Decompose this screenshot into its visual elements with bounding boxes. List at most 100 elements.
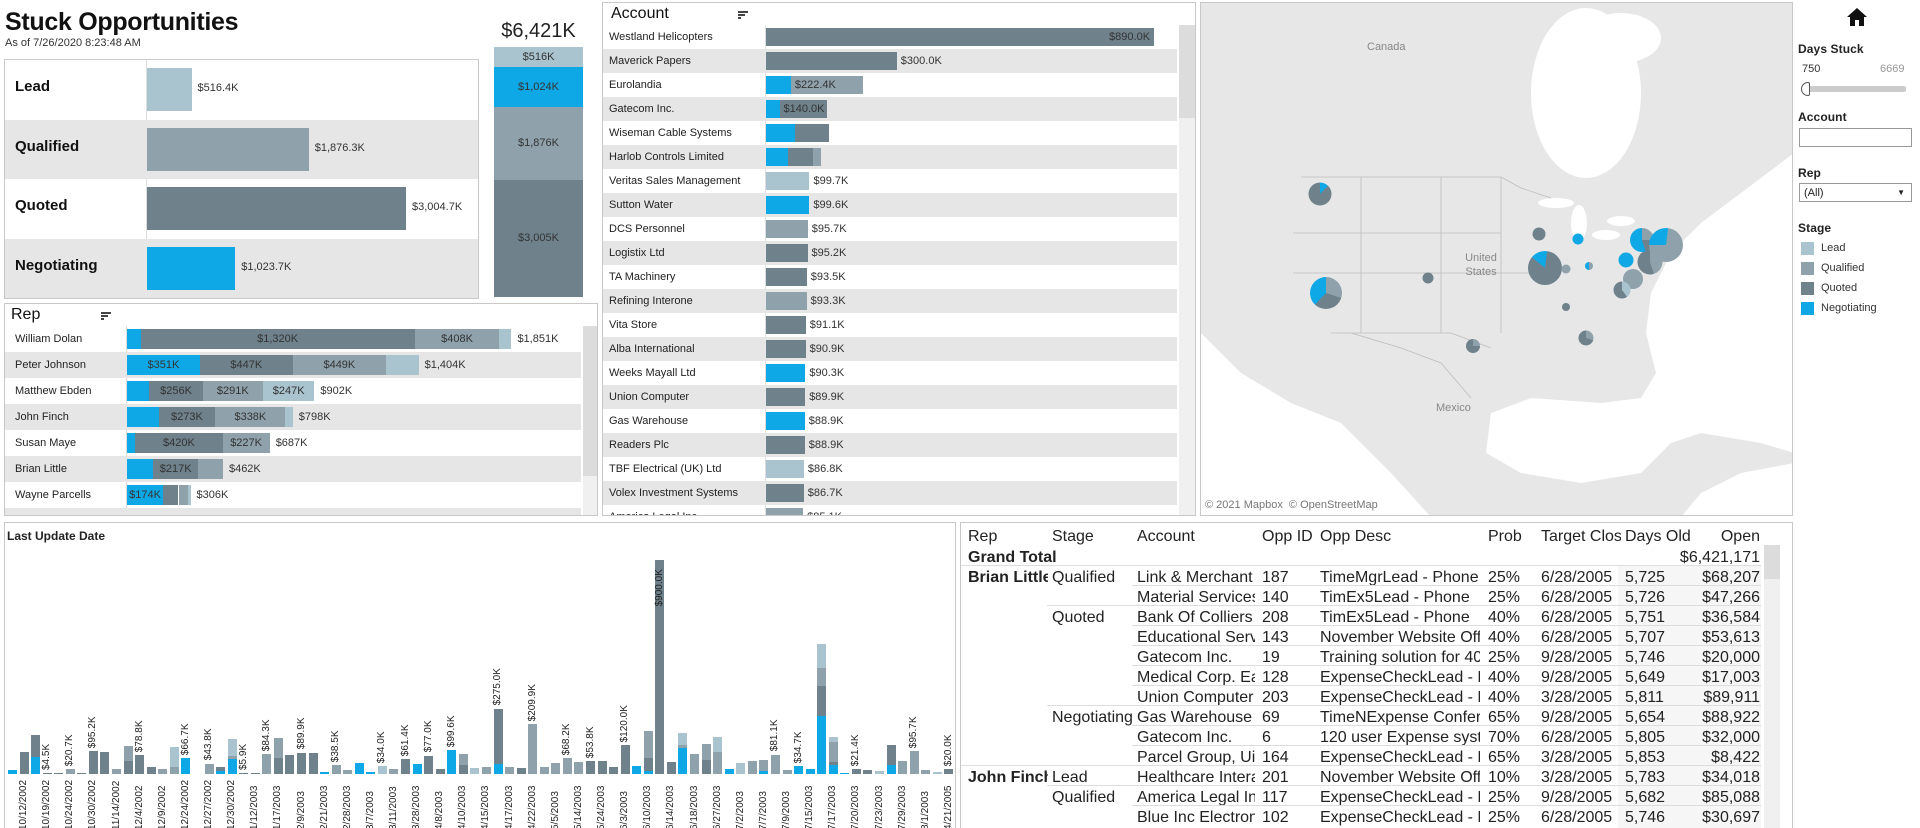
bar-segment-quoted[interactable] [297,752,306,774]
rep-bar-segment-qualified[interactable]: $449K [292,355,386,375]
account-bar-segment-quoted[interactable] [766,484,804,502]
account-bar-segment-qualified[interactable] [766,508,804,515]
map-pie-marker[interactable] [1562,303,1570,311]
bar-segment-negotiating[interactable] [366,772,376,774]
account-scrollbar[interactable] [1179,25,1195,515]
bar-segment-lead[interactable] [377,765,387,774]
table-row[interactable]: Union Computer 203 ExpenseCheckLead - Phon… [961,685,1761,706]
rep-bar-segment-quoted[interactable]: $447K [199,355,293,375]
bar-segment-quoted[interactable] [42,772,52,774]
account-row[interactable]: Sutton Water $99.6K [603,193,1177,217]
stack-segment-quoted[interactable]: $3,005K [494,180,583,297]
sort-icon[interactable] [738,11,748,19]
column-header[interactable]: Opp ID [1262,528,1312,545]
account-row[interactable]: TBF Electrical (UK) Ltd $86.8K [603,457,1177,481]
bar-segment-qualified[interactable] [909,751,919,774]
account-row[interactable]: Gas Warehouse $88.9K [603,409,1177,433]
table-row[interactable]: Negotiating Gas Warehouse 69 TimeNExpense C… [961,705,1761,726]
map-pie-marker[interactable] [1585,262,1593,270]
bar-segment-quoted[interactable] [19,752,29,774]
stage-row-qualified[interactable]: Qualified $1,876.3K [5,119,478,179]
rep-bar-segment-lead[interactable] [285,407,293,427]
bar-segment-negotiating[interactable] [493,764,503,774]
bar-segment-quoted[interactable] [88,751,98,774]
rep-bar-segment-negotiating[interactable]: $351K [127,355,200,375]
bar-segment-qualified[interactable] [158,769,168,774]
account-row[interactable]: America Legal Inc. $85.1K [603,505,1177,515]
bar-segment-negotiating[interactable] [840,773,850,774]
account-row[interactable]: Vita Store $91.1K [603,313,1177,337]
account-bar-segment-quoted[interactable] [766,268,807,286]
account-row[interactable]: Refining Interone $93.3K [603,289,1177,313]
bar-segment-qualified[interactable] [828,742,838,763]
map-pie-marker[interactable] [1532,227,1546,241]
bar-segment-negotiating[interactable] [216,771,226,774]
table-row[interactable]: Qualified America Legal Inc. 117 ExpenseChe… [961,785,1761,806]
rep-bar-segment-qualified[interactable]: $408K [414,329,500,349]
rep-bar-segment-negotiating[interactable] [127,329,141,349]
bar-segment-negotiating[interactable] [412,764,422,774]
account-row[interactable]: Alba International $90.9K [603,337,1177,361]
account-row[interactable]: Weeks Mayall Ltd $90.3K [603,361,1177,385]
column-header[interactable]: Days Old [1625,528,1691,545]
account-row[interactable]: Westland Helicopters $890.0K [603,25,1177,49]
bar-segment-quoted[interactable] [424,755,434,774]
map-pie-marker[interactable] [1649,228,1683,262]
bar-segment-qualified[interactable] [112,769,122,774]
stage-bar[interactable] [147,246,236,290]
rep-row[interactable]: Susan Maye $420K $227K $687K [5,430,581,456]
account-bar-segment-qualified[interactable] [766,220,808,238]
legend-item-lead[interactable]: Lead [1801,241,1845,255]
rep-bar-segment-lead[interactable]: $247K [263,381,315,401]
bar-segment-qualified[interactable] [481,767,491,774]
rep-bar-segment-qualified[interactable]: $291K [202,381,264,401]
bar-segment-lead[interactable] [470,768,480,774]
bar-segment-lead[interactable] [227,739,237,756]
bar-segment-quoted[interactable] [123,761,133,774]
bar-segment-quoted[interactable] [886,744,896,765]
bar-segment-qualified[interactable] [551,763,561,774]
stage-bar[interactable] [147,187,406,230]
bar-segment-qualified[interactable] [227,755,237,759]
stage-row-quoted[interactable]: Quoted $3,004.7K [5,179,478,239]
bar-segment-lead[interactable] [736,763,746,774]
account-row[interactable]: Logistix Ltd $95.2K [603,241,1177,265]
bar-segment-quoted[interactable] [435,769,445,774]
bar-segment-negotiating[interactable] [31,756,41,774]
account-bar-segment-qualified[interactable] [790,76,863,94]
rep-row[interactable]: Wayne Parcells $174K $306K [5,482,581,508]
bar-segment-quoted[interactable] [250,773,260,774]
map-pie-marker[interactable] [1613,281,1631,299]
bar-segment-qualified[interactable] [921,769,931,774]
bar-segment-quoted[interactable] [54,773,64,774]
rep-bar-segment-quoted[interactable]: $273K [158,407,216,427]
bar-segment-quoted[interactable] [851,768,861,774]
account-row[interactable]: DCS Personnel $95.7K [603,217,1177,241]
account-row[interactable]: Veritas Sales Management $99.7K [603,169,1177,193]
bar-segment-quoted[interactable] [863,769,873,774]
bar-segment-qualified[interactable] [389,769,399,774]
account-bar-segment-negotiating[interactable] [766,124,795,142]
bar-segment-quoted[interactable] [77,773,87,774]
account-row[interactable]: Volex Investment Systems $86.7K [603,481,1177,505]
bar-segment-quoted[interactable] [401,759,411,774]
stack-segment-lead[interactable]: $516K [494,47,583,68]
bar-segment-negotiating[interactable] [759,770,769,774]
rep-bar-segment-quoted[interactable] [163,485,179,505]
bar-segment-negotiating[interactable] [181,758,191,774]
rep-bar-segment-negotiating[interactable] [127,459,154,479]
bar-segment-qualified[interactable] [539,767,549,774]
rep-bar-segment-lead[interactable] [386,355,419,375]
bar-segment-quoted[interactable] [666,762,676,774]
account-bar-segment-quoted[interactable] [766,436,805,454]
account-row[interactable]: Wiseman Cable Systems [603,121,1177,145]
bar-segment-quoted[interactable] [493,708,503,765]
map-pie-marker[interactable] [1528,251,1562,285]
account-row[interactable]: Maverick Papers $300.0K [603,49,1177,73]
rep-bar-segment-quoted[interactable]: $256K [149,381,203,401]
bar-segment-qualified[interactable] [690,754,700,774]
bar-segment-quoted[interactable] [285,754,295,774]
column-header[interactable]: Open [1720,528,1760,545]
bar-segment-qualified[interactable] [505,767,515,774]
